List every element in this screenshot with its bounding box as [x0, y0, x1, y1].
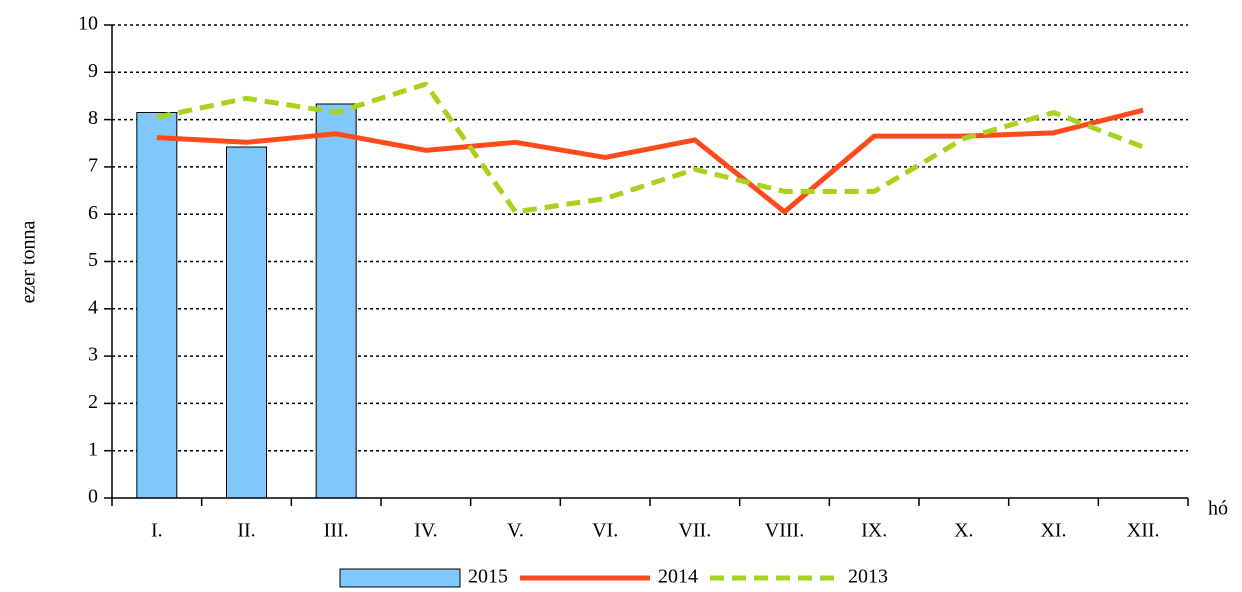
x-tick-label: X.: [954, 520, 973, 542]
x-tick-label: XII.: [1127, 520, 1160, 542]
x-tick-label: III.: [324, 520, 349, 542]
y-tick-label: 4: [88, 296, 98, 318]
x-tick-label: VIII.: [765, 520, 804, 542]
legend-label: 2015: [468, 566, 508, 588]
line: [156, 81, 1145, 215]
x-tick-label: II.: [237, 520, 255, 542]
bar: [226, 146, 267, 499]
bar: [136, 112, 178, 499]
x-tick-label: IV.: [414, 520, 438, 542]
x-tick-label: VI.: [592, 520, 618, 542]
y-tick-label: 7: [88, 154, 98, 176]
bar: [315, 103, 357, 499]
x-tick-label: XI.: [1040, 520, 1066, 542]
y-tick-label: 9: [88, 60, 98, 82]
y-tick-label: 10: [78, 13, 98, 35]
y-tick-label: 3: [88, 344, 98, 366]
y-tick-label: 1: [88, 438, 98, 460]
x-tick-label: VII.: [678, 520, 711, 542]
y-tick-label: 2: [88, 391, 98, 413]
legend-label: 2014: [658, 566, 698, 588]
x-tick-label: V.: [507, 520, 524, 542]
y-tick-label: 5: [88, 249, 98, 271]
line: [156, 107, 1144, 215]
x-tick-label: IX.: [861, 520, 887, 542]
x-tick-label: I.: [151, 520, 163, 542]
legend-swatch: [339, 568, 461, 588]
x-axis-label: hó: [1208, 498, 1228, 520]
legend-label: 2013: [848, 566, 888, 588]
y-axis-label: ezer tonna: [18, 221, 40, 304]
y-tick-label: 6: [88, 202, 98, 224]
y-tick-label: 8: [88, 107, 98, 129]
y-tick-label: 0: [88, 486, 98, 508]
